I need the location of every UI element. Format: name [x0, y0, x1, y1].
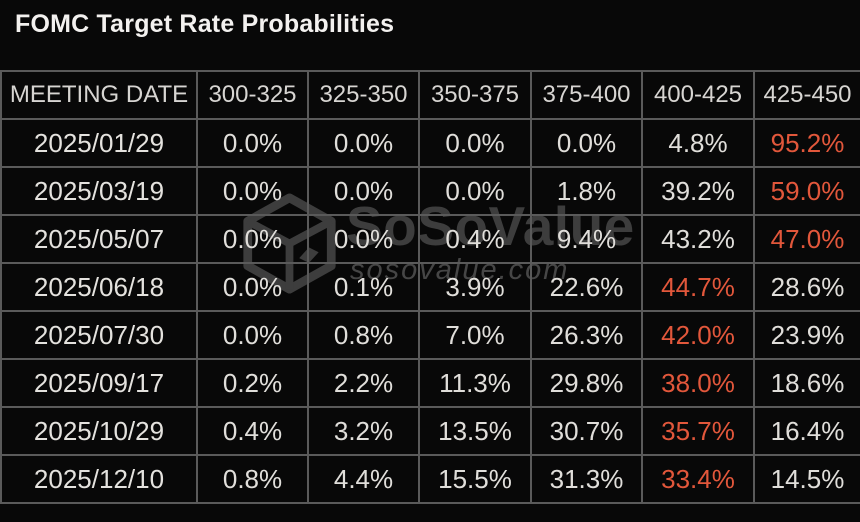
probability-cell: 0.0% [196, 118, 309, 168]
probability-cell: 11.3% [418, 358, 532, 408]
column-header-rate-range: 400-425 [641, 70, 755, 120]
meeting-date-cell: 2025/07/30 [0, 310, 198, 360]
column-header-rate-range: 325-350 [307, 70, 420, 120]
probability-cell: 0.0% [418, 118, 532, 168]
meeting-date-cell: 2025/03/19 [0, 166, 198, 216]
probability-cell: 0.8% [307, 310, 420, 360]
probability-cell-highlight: 35.7% [641, 406, 755, 456]
probability-cell: 0.0% [196, 310, 309, 360]
table-row: 2025/09/17 0.2% 2.2% 11.3% 29.8% 38.0% 18.6% [0, 358, 860, 408]
probability-cell-highlight: 33.4% [641, 454, 755, 504]
probability-cell-highlight: 42.0% [641, 310, 755, 360]
probability-cell: 0.4% [418, 214, 532, 264]
probability-cell-highlight: 95.2% [753, 118, 860, 168]
probability-cell: 0.0% [196, 262, 309, 312]
probability-cell-highlight: 47.0% [753, 214, 860, 264]
table-header-row: MEETING DATE 300-325 325-350 350-375 375-400… [0, 70, 860, 120]
probability-cell: 0.0% [307, 166, 420, 216]
column-header-rate-range: 375-400 [530, 70, 643, 120]
column-header-rate-range: 300-325 [196, 70, 309, 120]
table-row: 2025/06/18 0.0% 0.1% 3.9% 22.6% 44.7% 28.6% [0, 262, 860, 312]
meeting-date-cell: 2025/12/10 [0, 454, 198, 504]
probability-cell: 0.4% [196, 406, 309, 456]
probability-cell: 15.5% [418, 454, 532, 504]
probability-cell: 0.0% [196, 166, 309, 216]
probability-cell: 29.8% [530, 358, 643, 408]
probability-cell: 28.6% [753, 262, 860, 312]
probability-cell: 39.2% [641, 166, 755, 216]
fomc-probabilities-table: MEETING DATE 300-325 325-350 350-375 375-400… [0, 70, 860, 504]
meeting-date-cell: 2025/01/29 [0, 118, 198, 168]
probability-cell: 1.8% [530, 166, 643, 216]
probability-cell-highlight: 38.0% [641, 358, 755, 408]
probability-cell: 30.7% [530, 406, 643, 456]
probability-cell-highlight: 59.0% [753, 166, 860, 216]
meeting-date-cell: 2025/10/29 [0, 406, 198, 456]
probability-cell: 0.1% [307, 262, 420, 312]
probability-cell: 31.3% [530, 454, 643, 504]
probability-cell: 0.0% [196, 214, 309, 264]
probability-cell: 9.4% [530, 214, 643, 264]
probability-cell: 0.2% [196, 358, 309, 408]
probability-cell: 16.4% [753, 406, 860, 456]
probability-cell: 43.2% [641, 214, 755, 264]
probability-cell: 0.8% [196, 454, 309, 504]
probability-cell: 7.0% [418, 310, 532, 360]
probability-cell: 3.2% [307, 406, 420, 456]
meeting-date-cell: 2025/05/07 [0, 214, 198, 264]
probability-cell: 13.5% [418, 406, 532, 456]
probability-cell: 3.9% [418, 262, 532, 312]
meeting-date-cell: 2025/06/18 [0, 262, 198, 312]
probability-cell: 0.0% [307, 214, 420, 264]
table-row: 2025/12/10 0.8% 4.4% 15.5% 31.3% 33.4% 14.5% [0, 454, 860, 504]
probability-cell: 0.0% [418, 166, 532, 216]
probability-cell: 0.0% [307, 118, 420, 168]
meeting-date-cell: 2025/09/17 [0, 358, 198, 408]
page-title: FOMC Target Rate Probabilities [15, 10, 395, 38]
table-row: 2025/05/07 0.0% 0.0% 0.4% 9.4% 43.2% 47.0% [0, 214, 860, 264]
table-row: 2025/01/29 0.0% 0.0% 0.0% 0.0% 4.8% 95.2% [0, 118, 860, 168]
table-row: 2025/03/19 0.0% 0.0% 0.0% 1.8% 39.2% 59.0% [0, 166, 860, 216]
probability-cell: 4.8% [641, 118, 755, 168]
column-header-rate-range: 425-450 [753, 70, 860, 120]
probability-cell-highlight: 44.7% [641, 262, 755, 312]
title-bar: FOMC Target Rate Probabilities [0, 0, 860, 70]
probability-cell: 14.5% [753, 454, 860, 504]
table-row: 2025/07/30 0.0% 0.8% 7.0% 26.3% 42.0% 23.9% [0, 310, 860, 360]
probability-cell: 23.9% [753, 310, 860, 360]
probability-cell: 0.0% [530, 118, 643, 168]
column-header-rate-range: 350-375 [418, 70, 532, 120]
probability-cell: 2.2% [307, 358, 420, 408]
probability-cell: 4.4% [307, 454, 420, 504]
probability-cell: 26.3% [530, 310, 643, 360]
column-header-meeting-date: MEETING DATE [0, 70, 198, 120]
table-row: 2025/10/29 0.4% 3.2% 13.5% 30.7% 35.7% 16.4% [0, 406, 860, 456]
probability-cell: 18.6% [753, 358, 860, 408]
probability-cell: 22.6% [530, 262, 643, 312]
